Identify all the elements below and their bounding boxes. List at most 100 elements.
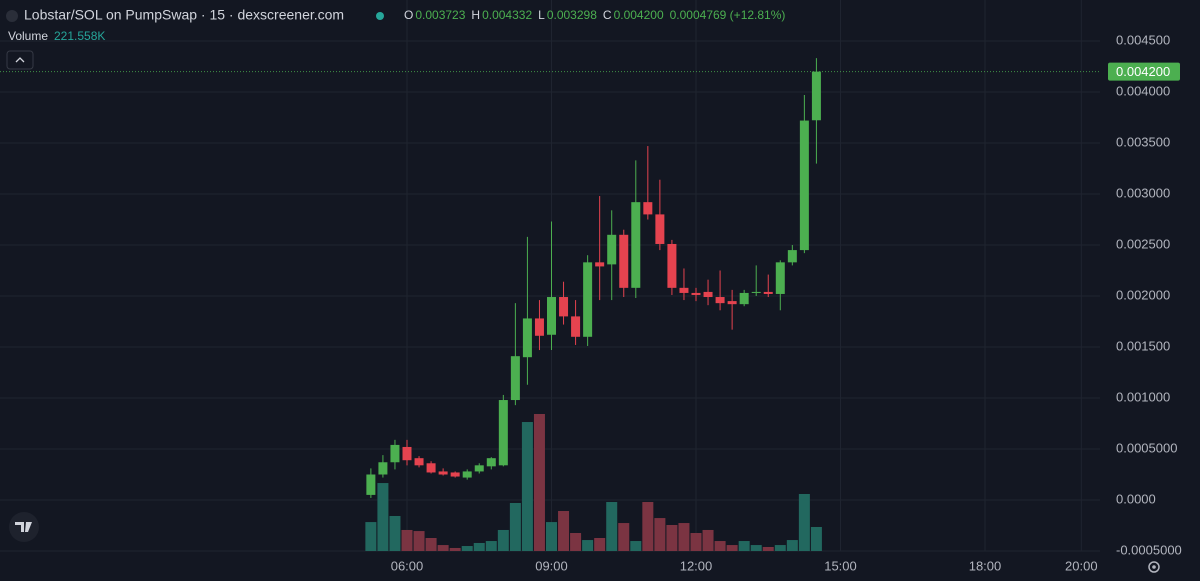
candle-body: [390, 444, 400, 463]
settings-gear[interactable]: [1148, 561, 1160, 573]
volume-bar: [642, 502, 654, 551]
y-tick-label: 0.0005000: [1116, 440, 1177, 455]
last-price-label: 0.004200: [1116, 64, 1170, 79]
ohlc-legend: O 0.003723 H 0.004332 L 0.003298 C 0.004200 0.00…: [404, 8, 785, 22]
candle-layer: [366, 58, 821, 498]
legend-value: 0.004200: [614, 8, 664, 22]
volume-bar: [690, 533, 702, 551]
volume-bar: [750, 545, 762, 551]
candle-body: [366, 474, 376, 495]
volume-bar: [365, 522, 377, 551]
candle-body: [655, 214, 665, 244]
candle-body: [607, 234, 617, 265]
candle-body: [498, 400, 508, 466]
volume-bar: [786, 540, 798, 551]
volume-bar: [461, 546, 473, 551]
volume-bar: [485, 541, 497, 551]
candle-body: [450, 472, 460, 477]
legend-key: H: [471, 8, 480, 22]
volume-bar: [449, 547, 461, 551]
candle-body: [486, 458, 496, 467]
volume-layer: [365, 414, 822, 551]
x-tick-label: 09:00: [535, 558, 568, 573]
candle-body: [775, 262, 785, 294]
x-tick-label: 06:00: [391, 558, 424, 573]
candle-body: [739, 292, 749, 305]
candle-body: [426, 463, 436, 473]
candle-body: [811, 71, 821, 121]
axes: -0.0005000 0.0000 0.0005000 0.001000 0.00150…: [0, 32, 1182, 573]
candle-body: [438, 471, 448, 475]
candle-body: [583, 262, 593, 337]
collapse-chevron: [15, 57, 25, 63]
settings-button[interactable]: [1148, 561, 1160, 573]
volume-bar: [558, 511, 570, 551]
legend-key: L: [538, 8, 545, 22]
candle-body: [631, 202, 641, 288]
volume-bar: [702, 529, 714, 551]
candle-body: [787, 250, 797, 263]
volume-bar: [582, 540, 594, 551]
volume-bar: [714, 541, 726, 551]
y-tick-label: 0.003000: [1116, 185, 1170, 200]
volume-bar: [437, 545, 449, 551]
status-dot: [376, 12, 384, 20]
y-tick-label: 0.002500: [1116, 236, 1170, 251]
last-price-tag: [1108, 62, 1180, 81]
token-icon: [6, 10, 18, 22]
candle-body: [559, 297, 569, 317]
candle-body: [667, 243, 677, 288]
volume-bar: [618, 523, 630, 551]
y-tick-label: 0.004000: [1116, 83, 1170, 98]
volume-bar: [473, 542, 485, 551]
collapse-button-box[interactable]: [6, 50, 34, 70]
candle-body: [679, 287, 689, 293]
candle-body: [510, 356, 520, 401]
volume-bar: [594, 537, 606, 551]
candle-body: [402, 446, 412, 461]
candle-body: [751, 291, 761, 293]
volume-bar: [810, 526, 822, 551]
candle-body: [715, 297, 725, 304]
candle-body: [462, 471, 472, 478]
volume-bar: [666, 524, 678, 551]
y-tick-label: -0.0005000: [1116, 542, 1182, 557]
candle-body: [643, 202, 653, 215]
volume-bar: [654, 518, 666, 551]
tv-logo-mark: [15, 522, 32, 532]
legend-value: 0.003723: [415, 8, 465, 22]
candle-body: [799, 120, 809, 251]
y-tick-label: 0.003500: [1116, 134, 1170, 149]
y-tick-label: 0.0000: [1116, 491, 1156, 506]
candle-body: [414, 458, 424, 466]
volume-bar: [425, 537, 437, 551]
legend-key: C: [603, 8, 612, 22]
volume-name: Volume: [8, 29, 48, 43]
volume-value: 221.558K: [54, 29, 105, 43]
collapse-button[interactable]: [6, 50, 34, 70]
volume-bar: [509, 502, 521, 551]
y-tick-label: 0.001500: [1116, 338, 1170, 353]
candle-body: [703, 291, 713, 298]
legend-key: O: [404, 8, 413, 22]
candle-body: [727, 301, 737, 305]
volume-bar: [774, 545, 786, 551]
candle-body: [619, 234, 629, 288]
candle-body: [763, 291, 773, 294]
volume-bar: [762, 546, 774, 551]
tv-logo[interactable]: [9, 512, 39, 542]
volume-bar: [389, 515, 401, 551]
volume-bar: [377, 483, 389, 551]
volume-bar: [401, 529, 413, 551]
grid: [0, 0, 1100, 552]
candle-body: [474, 465, 484, 472]
volume-bar: [546, 522, 557, 551]
volume-bar: [413, 531, 425, 551]
candle-body: [595, 262, 605, 267]
settings-gear-center: [1152, 565, 1156, 569]
legend-change: 0.0004769 (+12.81%): [670, 8, 786, 22]
chart-title: Lobstar/SOL on PumpSwap · 15 · dexscreen…: [24, 7, 344, 23]
candle-body: [691, 292, 701, 295]
